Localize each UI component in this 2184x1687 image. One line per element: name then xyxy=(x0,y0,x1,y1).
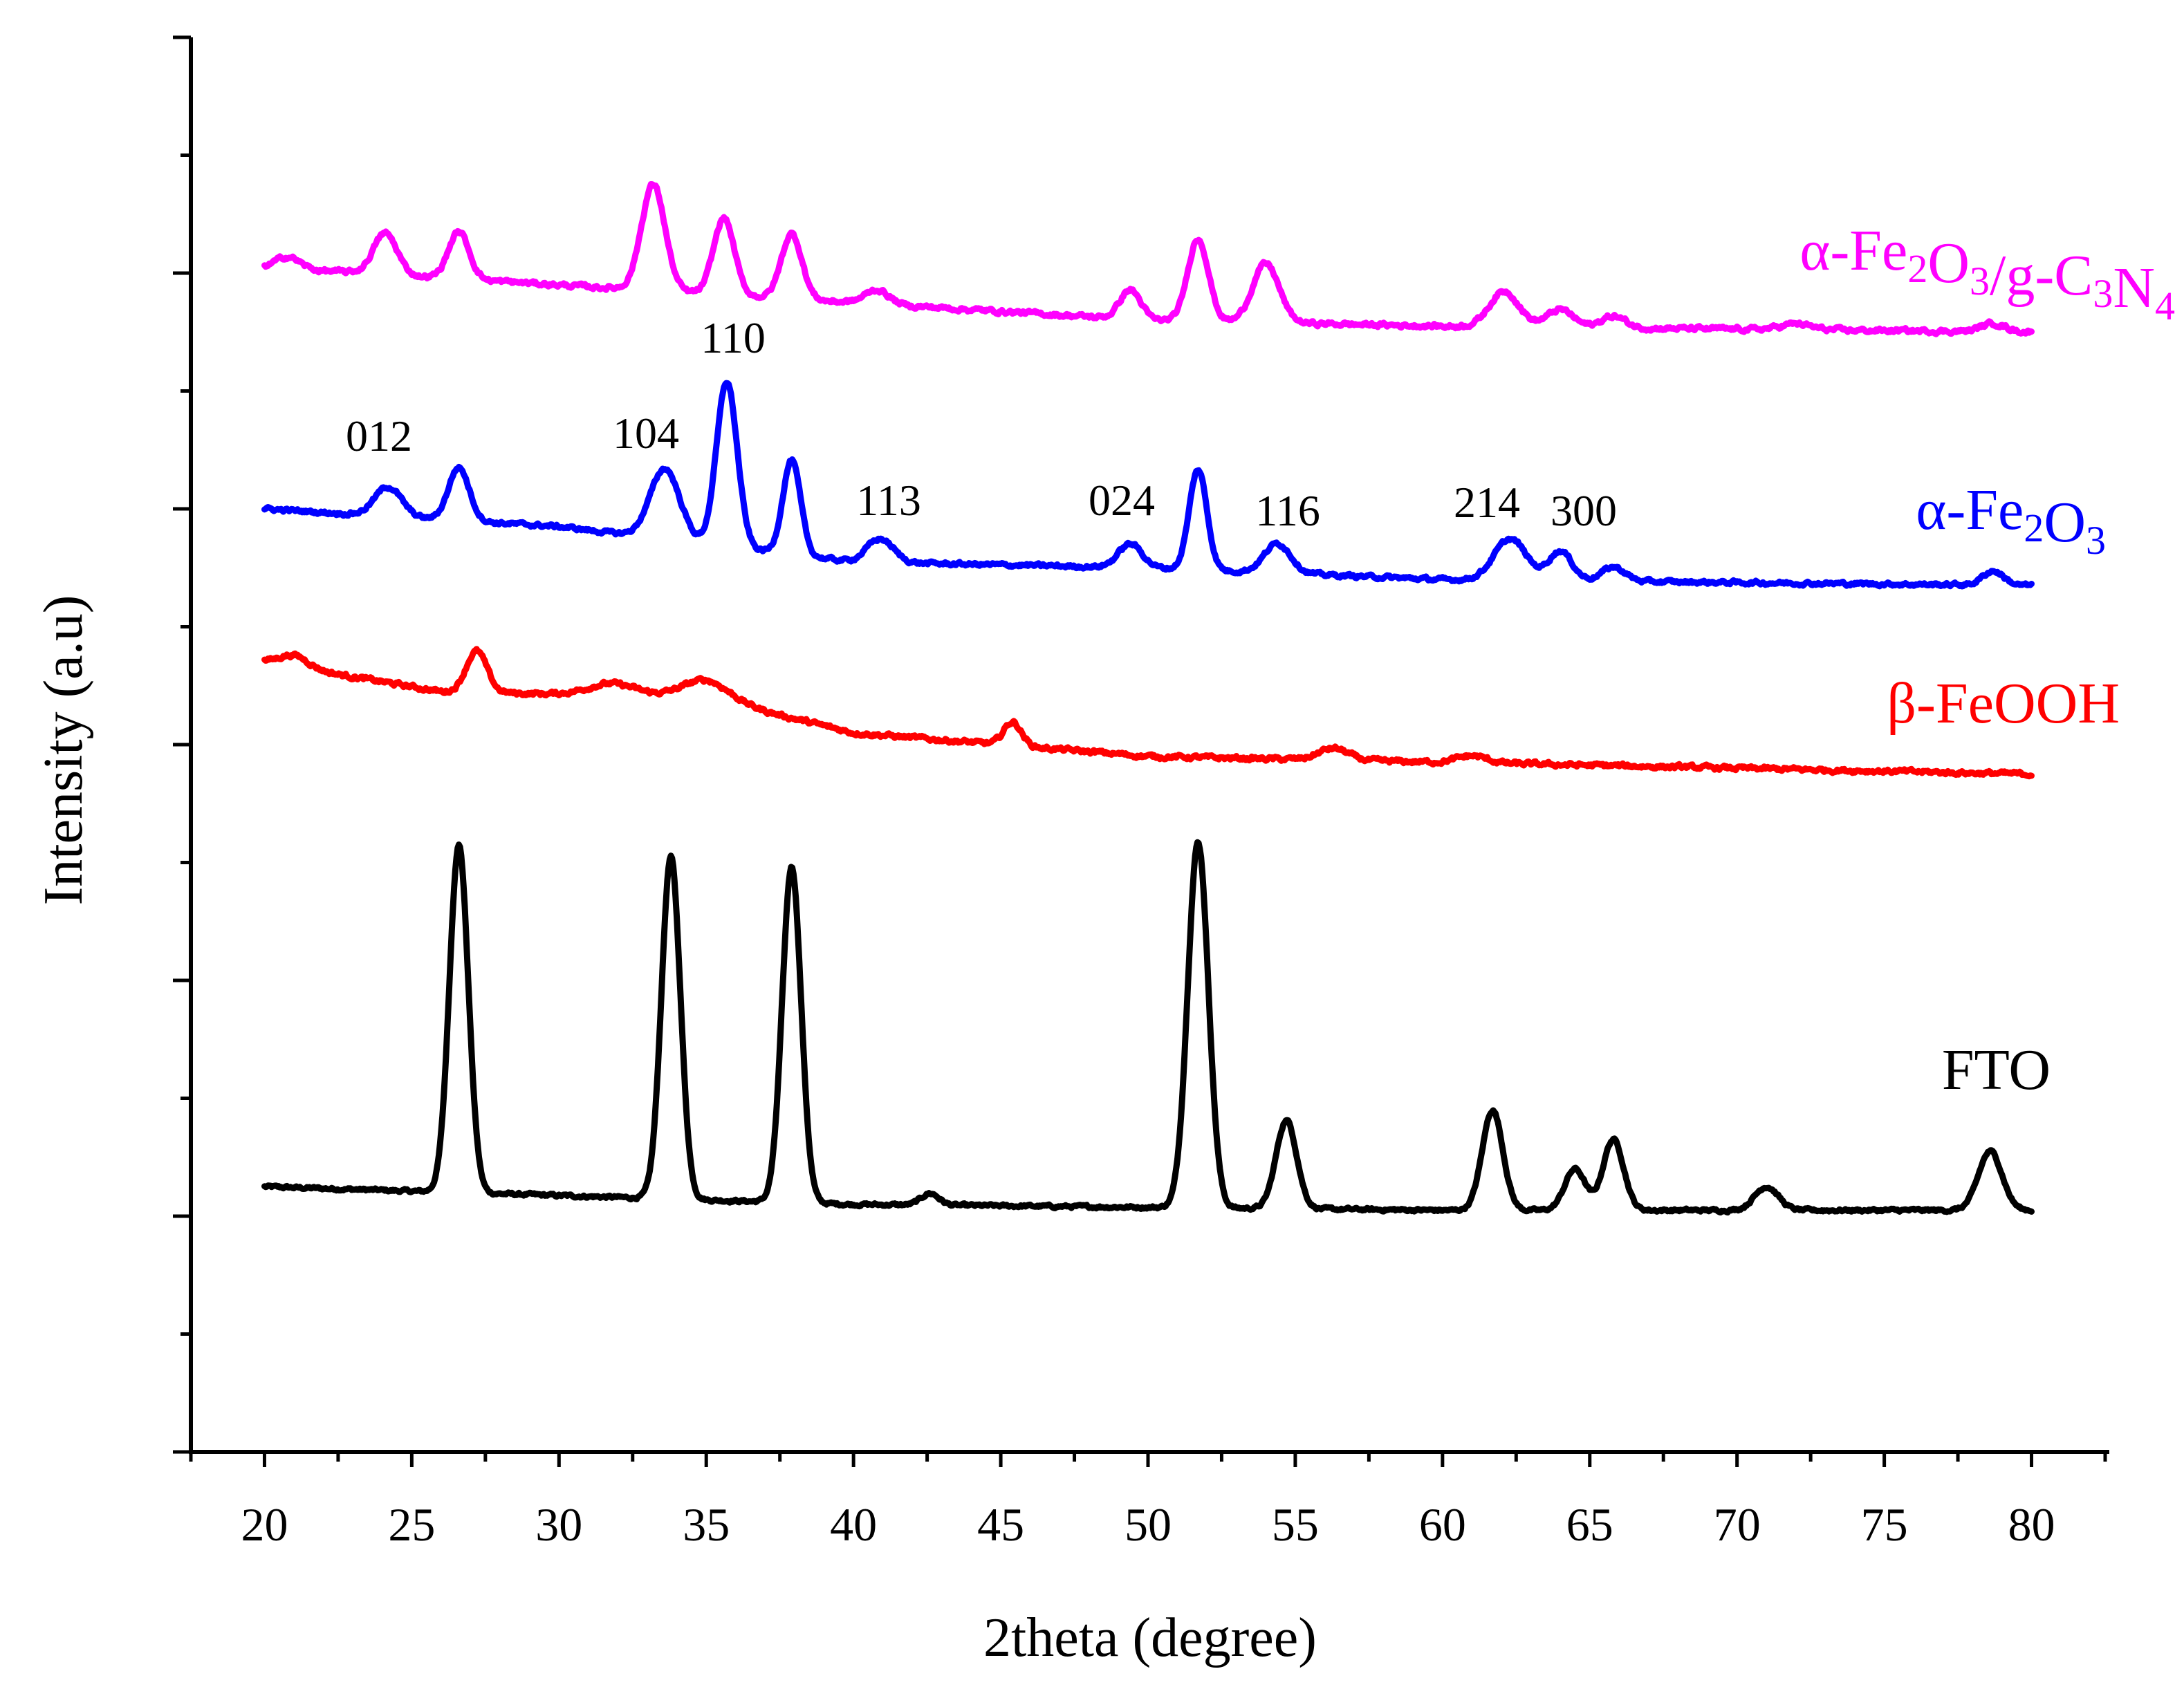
annotations: 2theta (degree) Intensity (a.u) 012 104 … xyxy=(33,313,1617,1668)
peak-label-024: 024 xyxy=(1089,476,1155,525)
x-tick-label: 35 xyxy=(683,1498,730,1551)
x-tick-label: 20 xyxy=(241,1498,288,1551)
peak-label-300: 300 xyxy=(1551,486,1617,535)
x-axis-title: 2theta (degree) xyxy=(983,1607,1317,1668)
peak-label-110: 110 xyxy=(701,313,766,362)
series-line--fe2o3-g-c3n4 xyxy=(261,181,2035,337)
y-axis-title: Intensity (a.u) xyxy=(33,595,94,906)
x-tick-label: 75 xyxy=(1861,1498,1908,1551)
series-label-fto: FTO xyxy=(1942,1038,2051,1102)
series-label--fe2o3: α-Fe2O3 xyxy=(1916,478,2106,563)
peak-label-104: 104 xyxy=(613,409,679,458)
x-tick-label: 50 xyxy=(1125,1498,1172,1551)
series-line--feooh xyxy=(261,646,2035,780)
x-tick-label: 30 xyxy=(535,1498,582,1551)
x-tick-label: 80 xyxy=(2008,1498,2055,1551)
series-label--fe2o3-g-c3n4: α-Fe2O3/g-C3N4 xyxy=(1799,218,2175,328)
x-tick-label: 55 xyxy=(1272,1498,1319,1551)
x-tick-label: 45 xyxy=(977,1498,1024,1551)
series-labels: FTO β-FeOOH α-Fe2O3 α-Fe2O3/g-C3N4 xyxy=(1799,218,2175,1102)
x-tick-label: 40 xyxy=(830,1498,877,1551)
series-line--fe2o3 xyxy=(261,380,2035,590)
series-line-fto xyxy=(261,839,2035,1215)
series-lines xyxy=(261,181,2035,1215)
series-label--feooh: β-FeOOH xyxy=(1887,671,2120,736)
x-tick-label: 70 xyxy=(1714,1498,1761,1551)
x-tick-label: 25 xyxy=(388,1498,435,1551)
peak-label-116: 116 xyxy=(1255,486,1320,535)
peak-label-012: 012 xyxy=(346,411,412,460)
peak-label-214: 214 xyxy=(1454,478,1520,527)
x-tick-label: 65 xyxy=(1566,1498,1613,1551)
peak-label-113: 113 xyxy=(856,476,921,525)
axis-ticks: 20 25 30 35 40 45 50 55 60 65 70 75 80 xyxy=(173,35,2107,1551)
x-tick-label: 60 xyxy=(1419,1498,1466,1551)
